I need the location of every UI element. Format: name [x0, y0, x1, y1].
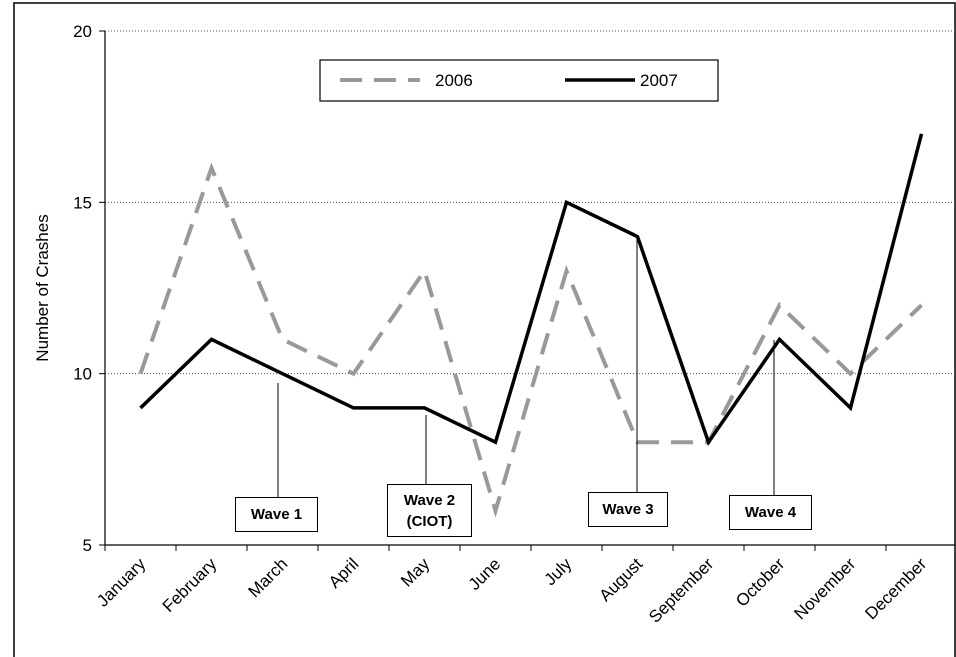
x-tick-label: July	[541, 554, 576, 589]
x-tick-label: September	[645, 554, 717, 626]
y-tick-label: 5	[83, 536, 92, 555]
y-tick-label: 20	[73, 22, 92, 41]
legend-label: 2007	[640, 71, 678, 90]
y-axis-label: Number of Crashes	[33, 214, 52, 361]
legend-label: 2006	[435, 71, 473, 90]
x-tick-label: February	[159, 554, 221, 616]
x-tick-label: January	[93, 554, 150, 611]
annotation: Wave 2 (CIOT)	[387, 484, 472, 537]
x-tick-label: August	[595, 554, 646, 605]
x-tick-label: December	[861, 554, 930, 623]
series-line	[139, 133, 924, 447]
series-line	[138, 162, 923, 518]
x-tick-label: June	[465, 554, 505, 594]
y-tick-label: 10	[73, 365, 92, 384]
x-tick-label: April	[325, 554, 362, 591]
x-tick-label: May	[397, 554, 433, 590]
annotation: Wave 1	[235, 497, 318, 532]
x-tick-label: October	[732, 554, 788, 610]
frame	[13, 2, 956, 657]
y-tick-label: 15	[73, 193, 92, 212]
annotation: Wave 3	[588, 492, 668, 527]
x-tick-label: November	[790, 554, 859, 623]
annotation: Wave 4	[729, 495, 812, 530]
x-tick-label: March	[244, 554, 291, 601]
